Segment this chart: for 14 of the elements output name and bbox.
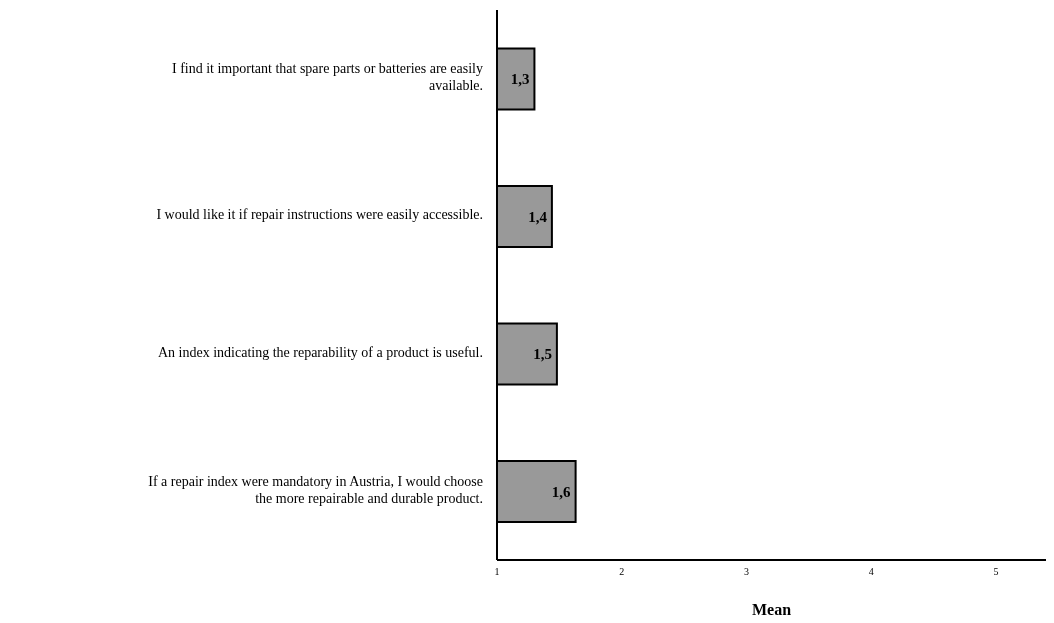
data-label: 1,6 bbox=[551, 483, 572, 500]
x-tick-label: 1 bbox=[494, 566, 500, 578]
y-tick-label: If a repair index were mandatory in Austria, I would choose the more repairable and durable product. bbox=[148, 473, 483, 506]
y-tick-label: I would like it if repair instructions were easily accessible. bbox=[156, 207, 483, 223]
y-tick-label: An index indicating the reparability of a product is useful. bbox=[157, 344, 483, 360]
y-tick-label: I find it important that spare parts or batteries are easily available. bbox=[171, 61, 483, 94]
x-axis-title: Mean bbox=[751, 601, 792, 618]
data-label: 1,4 bbox=[528, 208, 548, 225]
data-label: 1,5 bbox=[533, 346, 552, 363]
x-tick-label: 3 bbox=[744, 566, 750, 578]
x-tick-label: 4 bbox=[868, 566, 874, 578]
x-tick-label: 2 bbox=[619, 566, 625, 578]
data-label: 1,3 bbox=[510, 71, 530, 88]
x-tick-label: 5 bbox=[993, 566, 999, 578]
